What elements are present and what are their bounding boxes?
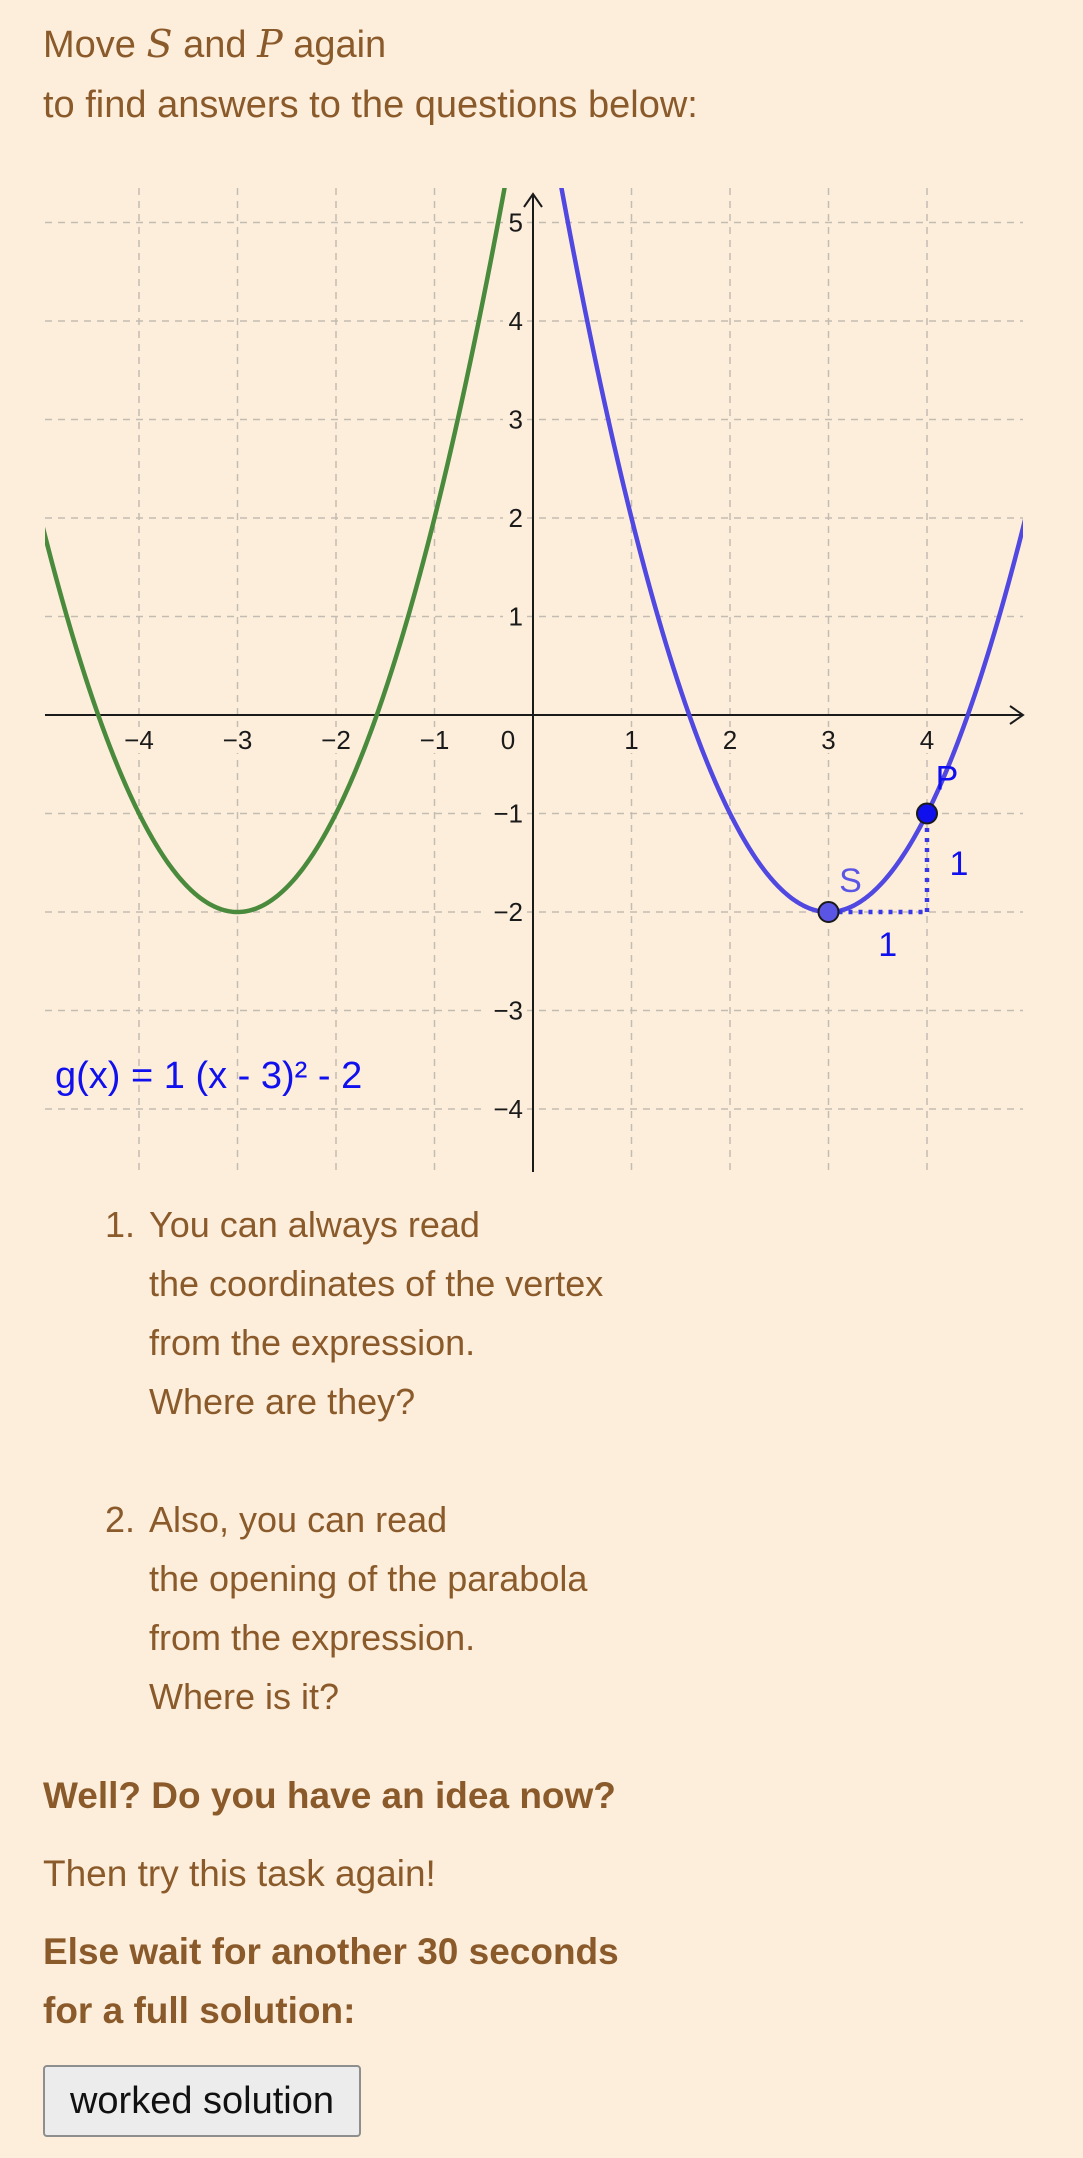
questions-list: 1. You can always read the coordinates o… bbox=[105, 1195, 805, 1726]
point-s-label: S bbox=[839, 862, 862, 900]
wait-line-1: Else wait for another 30 seconds bbox=[43, 1931, 619, 1972]
axes bbox=[45, 192, 1025, 1172]
x-tick-label: 4 bbox=[920, 725, 934, 755]
x-tick-label-bg bbox=[219, 727, 256, 753]
intro-move: Move bbox=[43, 24, 136, 66]
point-p-label: P bbox=[936, 760, 959, 798]
question-1-line-2: the coordinates of the vertex bbox=[149, 1263, 604, 1304]
footer-text: Well? Do you have an idea now? Then try … bbox=[43, 1766, 619, 2040]
y-tick-label: −2 bbox=[493, 897, 523, 927]
y-tick-label: 4 bbox=[509, 306, 523, 336]
x-tick-label-bg bbox=[819, 727, 838, 753]
question-2: 2. Also, you can read the opening of the… bbox=[105, 1490, 805, 1726]
x-tick-label-bg bbox=[416, 727, 453, 753]
intro-again: again bbox=[293, 24, 387, 66]
x-tick-label: −4 bbox=[124, 725, 154, 755]
point-p-handle[interactable] bbox=[916, 802, 938, 825]
y-tick-label-bg bbox=[503, 406, 527, 433]
question-2-line-4: Where is it? bbox=[149, 1676, 340, 1717]
question-1-line-4: Where are they? bbox=[149, 1381, 416, 1422]
wait-line-2: for a full solution: bbox=[43, 1990, 356, 2031]
y-tick-label: 3 bbox=[509, 405, 523, 435]
parabola-curve-1 bbox=[45, 188, 507, 915]
intro-line-1: Move S and P again bbox=[43, 14, 698, 75]
question-2-line-2: the opening of the parabola bbox=[149, 1558, 588, 1599]
x-tick-label-bg bbox=[721, 727, 739, 753]
question-2-line-3: from the expression. bbox=[149, 1617, 476, 1658]
tick-labels: −4 −3 −2 −1 1 2 3 4 0 −4 −3 −2 −1 1 2 3 4 5 bbox=[121, 208, 936, 1124]
intro-var-p: P bbox=[257, 22, 283, 66]
y-tick-label-bg bbox=[481, 800, 527, 827]
parabola-curve-2 bbox=[559, 188, 1023, 915]
x-tick-label: 3 bbox=[821, 725, 835, 755]
x-tick-label: 2 bbox=[723, 725, 737, 755]
y-tick-label-bg bbox=[481, 997, 527, 1024]
y-tick-label-bg bbox=[481, 899, 527, 925]
grid bbox=[45, 188, 1023, 1172]
intro-and: and bbox=[183, 24, 247, 66]
x-tick-label-bg bbox=[121, 727, 157, 753]
y-tick-label-bg bbox=[503, 308, 527, 334]
x-tick-label: −1 bbox=[420, 725, 450, 755]
question-1-number: 1. bbox=[105, 1204, 136, 1245]
question-1-line-1: You can always read bbox=[149, 1204, 480, 1245]
intro-text: Move S and P again to find answers to th… bbox=[43, 14, 698, 135]
slope-run-label: 1 bbox=[878, 926, 897, 964]
y-tick-label: 2 bbox=[509, 503, 523, 533]
curves bbox=[45, 188, 1023, 915]
y-tick-label-bg bbox=[503, 209, 527, 236]
y-axis-arrow-icon bbox=[523, 192, 543, 208]
x-axis-arrow-icon bbox=[1009, 705, 1025, 725]
x-tick-label: 1 bbox=[624, 725, 638, 755]
slope-rise-label: 1 bbox=[950, 845, 969, 883]
y-tick-label-bg bbox=[481, 1096, 527, 1122]
question-2-number: 2. bbox=[105, 1499, 136, 1540]
y-tick-label-bg bbox=[503, 505, 527, 531]
question-2-line-1: Also, you can read bbox=[149, 1499, 448, 1540]
point-s-handle[interactable] bbox=[817, 901, 840, 923]
function-expression: g(x) = 1 (x - 3)² - 2 bbox=[55, 1055, 362, 1097]
x-tick-label-bg bbox=[622, 727, 641, 753]
question-1-line-3: from the expression. bbox=[149, 1322, 476, 1363]
y-tick-label: −3 bbox=[493, 996, 523, 1026]
intro-var-s: S bbox=[146, 22, 173, 66]
worked-solution-button[interactable]: worked solution bbox=[43, 2065, 361, 2137]
try-again-text: Then try this task again! bbox=[43, 1853, 436, 1894]
y-tick-label: 5 bbox=[509, 208, 523, 238]
y-tick-label: −1 bbox=[493, 799, 523, 829]
x-tick-label: −3 bbox=[223, 725, 253, 755]
origin-label: 0 bbox=[501, 725, 515, 755]
y-tick-label-bg bbox=[503, 603, 527, 630]
y-tick-label: 1 bbox=[509, 602, 523, 632]
y-tick-label: −4 bbox=[493, 1094, 523, 1124]
x-tick-label-bg bbox=[918, 727, 936, 753]
idea-prompt: Well? Do you have an idea now? bbox=[43, 1775, 616, 1816]
question-1: 1. You can always read the coordinates o… bbox=[105, 1195, 805, 1431]
x-tick-label-bg bbox=[318, 727, 354, 753]
x-tick-label: −2 bbox=[321, 725, 351, 755]
intro-line-2: to find answers to the questions below: bbox=[43, 84, 698, 126]
